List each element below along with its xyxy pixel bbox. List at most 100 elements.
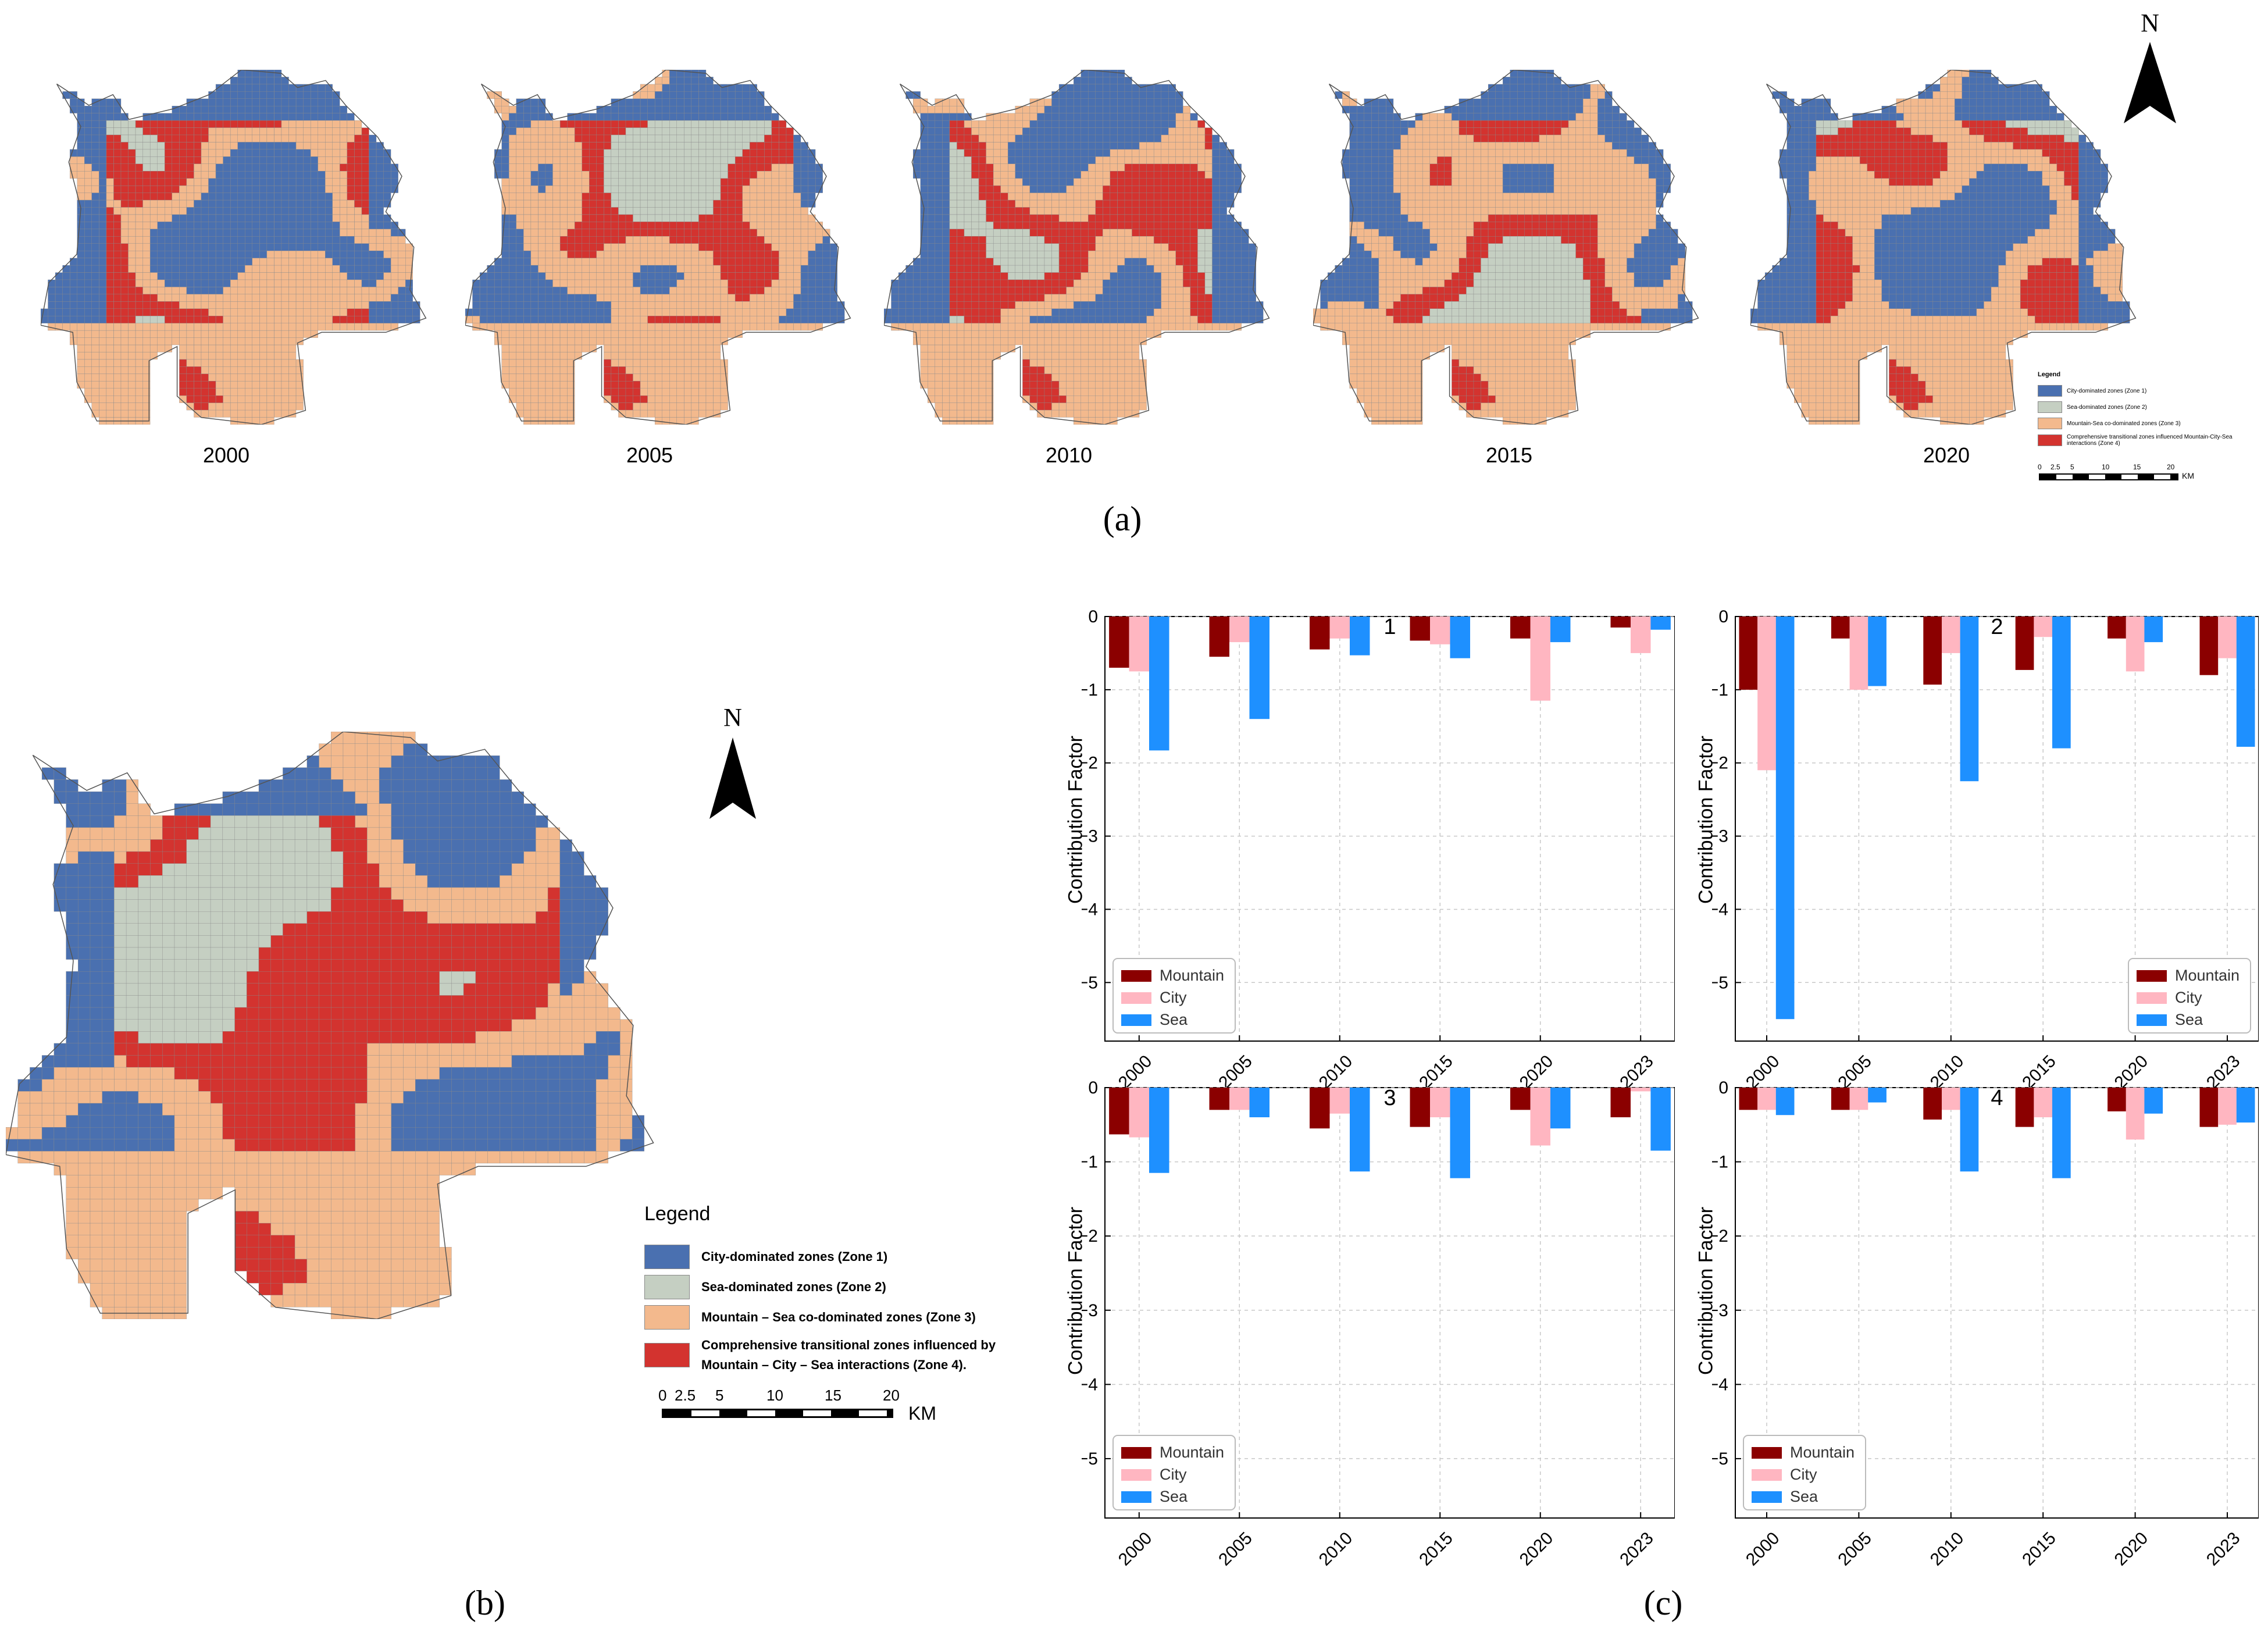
map-cell-zone1: [633, 272, 641, 280]
map-cell-zone4: [978, 186, 986, 193]
map-cell-zone3: [575, 149, 582, 157]
map-cell-zone1: [311, 193, 318, 201]
map-cell-zone3: [99, 337, 107, 345]
map-cell-zone3: [142, 222, 151, 229]
map-cell-zone1: [1051, 163, 1060, 172]
map-cell-zone3: [325, 323, 333, 331]
map-cell-zone3: [1161, 243, 1169, 251]
map-cell-zone3: [530, 251, 539, 258]
map-cell-zone4: [1000, 272, 1008, 280]
map-cell-zone2: [618, 142, 626, 150]
map-cell-zone3: [194, 352, 202, 360]
map-cell-zone1: [230, 156, 238, 164]
map-cell-zone3: [728, 294, 736, 302]
map-cell-zone3: [1103, 258, 1111, 266]
map-cell-zone1: [898, 301, 906, 309]
map-cell-zone3: [552, 251, 561, 258]
map-cell-zone1: [1037, 113, 1045, 121]
map-cell-zone3: [720, 301, 728, 309]
map-cell-zone3: [684, 287, 692, 295]
map-cell-zone2: [971, 222, 979, 229]
map-cell-zone3: [618, 243, 626, 251]
map-cell-zone4: [611, 366, 619, 374]
map-cell-zone3: [567, 193, 575, 201]
map-cell-zone1: [942, 236, 950, 244]
map-cell-zone1: [405, 316, 413, 323]
map-cell-zone1: [281, 142, 289, 150]
map-cell-zone1: [245, 142, 252, 150]
map-cell-zone4: [340, 316, 348, 323]
map-cell-zone1: [237, 214, 245, 222]
map-cell-zone3: [800, 229, 808, 237]
map-cell-zone1: [928, 272, 935, 280]
map-cell-zone3: [676, 344, 684, 352]
map-cell-zone4: [728, 222, 736, 229]
map-cell-zone1: [84, 113, 92, 121]
map-cell-zone1: [1110, 294, 1118, 302]
map-cell-zone3: [552, 395, 561, 403]
map-cell-zone1: [245, 229, 252, 237]
map-cell-zone3: [237, 279, 245, 287]
map-cell-zone4: [361, 178, 369, 186]
map-cell-zone4: [1110, 186, 1118, 193]
map-cell-zone3: [259, 301, 268, 309]
map-cell-zone1: [487, 265, 495, 273]
map-cell-zone3: [552, 207, 561, 215]
map-cell-zone2: [742, 127, 750, 136]
map-cell-zone1: [523, 279, 532, 287]
map-cell-zone4: [742, 294, 750, 302]
map-cell-zone4: [1124, 171, 1132, 179]
map-cell-zone1: [684, 106, 692, 113]
map-cell-zone3: [1154, 149, 1161, 157]
map-cell-zone3: [800, 258, 808, 266]
map-cell-zone1: [157, 113, 165, 121]
map-cell-zone3: [655, 409, 662, 418]
map-cell-zone3: [120, 352, 129, 360]
scale-b-tick-5: 20: [883, 1387, 900, 1404]
map-cell-zone1: [259, 251, 268, 258]
map-cell-zone4: [201, 308, 209, 316]
map-cell-zone4: [684, 316, 692, 323]
map-cell-zone1: [99, 272, 107, 280]
map-cell-zone4: [142, 294, 151, 302]
map-cell-zone3: [311, 149, 318, 157]
map-cell-zone3: [325, 127, 333, 136]
map-cell-zone3: [208, 323, 216, 331]
map-cell-zone1: [1037, 142, 1045, 150]
map-cell-zone1: [928, 193, 935, 201]
map-cell-zone3: [150, 222, 158, 229]
map-cell-zone3: [575, 207, 582, 215]
map-cell-zone3: [552, 344, 561, 352]
map-cell-zone2: [633, 127, 641, 136]
map-cell-zone1: [1226, 222, 1235, 229]
map-cell-zone1: [1037, 156, 1045, 164]
map-cell-zone1: [281, 77, 289, 84]
map-cell-zone3: [647, 366, 655, 374]
map-cell-zone3: [150, 272, 158, 280]
map-cell-zone1: [935, 272, 943, 280]
map-cell-zone1: [179, 265, 187, 273]
swatch-zone4: [2038, 434, 2062, 446]
map-cell-zone1: [1088, 301, 1096, 309]
map-cell-zone1: [288, 214, 297, 222]
map-cell-zone1: [84, 308, 92, 316]
map-cell-zone3: [1044, 193, 1052, 201]
map-cell-zone3: [640, 352, 648, 360]
map-cell-zone3: [288, 272, 297, 280]
map-cell-zone3: [742, 186, 750, 193]
map-cell-zone4: [1204, 214, 1213, 222]
map-cell-zone3: [575, 272, 582, 280]
map-cell-zone1: [1146, 113, 1154, 121]
map-cell-zone4: [1190, 214, 1198, 222]
map-cell-zone4: [113, 294, 122, 302]
map-cell-zone3: [676, 366, 684, 374]
map-cell-zone3: [106, 373, 114, 382]
map-cell-zone1: [208, 199, 216, 208]
map-cell-zone1: [750, 91, 757, 99]
map-cell-zone4: [1000, 222, 1008, 229]
map-cell-zone1: [84, 301, 92, 309]
map-cell-zone4: [1146, 229, 1154, 237]
map-cell-zone3: [655, 359, 662, 367]
map-cell-zone4: [1008, 214, 1015, 222]
swatch-zone1: [2038, 385, 2062, 397]
